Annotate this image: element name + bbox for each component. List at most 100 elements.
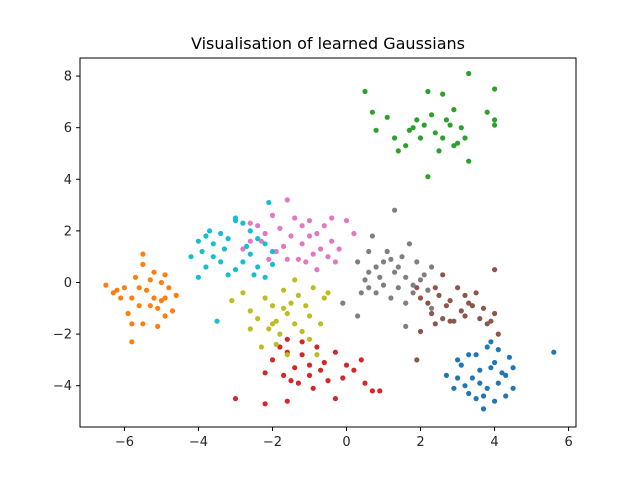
data-point: [277, 344, 283, 350]
data-point: [451, 318, 457, 324]
data-point: [436, 148, 442, 154]
data-point: [469, 303, 475, 309]
data-point: [477, 380, 483, 386]
data-point: [151, 269, 157, 275]
data-point: [358, 357, 364, 363]
data-point: [240, 246, 246, 252]
data-point: [284, 310, 290, 317]
data-point: [495, 331, 501, 337]
data-point: [247, 251, 253, 257]
data-point: [351, 367, 357, 373]
data-point: [469, 375, 475, 381]
data-point: [429, 310, 435, 317]
data-point: [484, 344, 490, 350]
series-1: [103, 251, 179, 345]
data-point: [392, 135, 398, 141]
data-point: [284, 256, 290, 262]
data-point: [321, 295, 327, 301]
data-point: [425, 287, 431, 293]
data-point: [262, 274, 268, 280]
data-point: [366, 269, 372, 275]
data-point: [480, 305, 487, 311]
data-point: [129, 295, 135, 301]
data-point: [255, 236, 261, 242]
data-point: [440, 91, 446, 97]
data-point: [255, 223, 261, 229]
y-tick-label: −4: [53, 379, 72, 394]
data-point: [477, 367, 483, 373]
chart-title: Visualisation of learned Gaussians: [191, 34, 465, 53]
data-point: [414, 357, 420, 363]
data-point: [458, 308, 464, 314]
x-tick-label: 0: [342, 435, 350, 450]
data-point: [121, 285, 127, 291]
data-point: [399, 254, 405, 260]
data-point: [140, 251, 146, 257]
data-point: [306, 336, 313, 342]
data-point: [262, 401, 268, 407]
data-point: [277, 225, 283, 231]
data-point: [436, 292, 442, 298]
data-point: [403, 300, 409, 306]
data-point: [158, 279, 164, 286]
data-point: [414, 117, 420, 123]
series-6: [240, 197, 357, 273]
data-point: [295, 292, 301, 298]
data-point: [484, 385, 490, 391]
data-point: [499, 370, 505, 376]
data-point: [295, 380, 301, 386]
series-7: [229, 277, 331, 358]
data-point: [140, 321, 146, 327]
data-point: [425, 88, 431, 95]
data-point: [340, 300, 346, 306]
data-point: [358, 290, 364, 296]
data-point: [314, 267, 320, 273]
data-point: [247, 228, 253, 234]
data-point: [218, 259, 224, 265]
data-point: [329, 238, 335, 244]
data-point: [351, 230, 357, 237]
data-point: [406, 127, 412, 133]
data-point: [332, 349, 338, 355]
data-point: [266, 256, 272, 262]
data-point: [262, 241, 268, 247]
data-point: [240, 259, 246, 265]
data-point: [210, 254, 216, 260]
data-point: [466, 352, 472, 358]
data-point: [288, 233, 294, 239]
data-point: [306, 362, 313, 368]
data-point: [492, 310, 498, 317]
data-point: [414, 259, 420, 265]
data-point: [503, 372, 509, 378]
data-point: [392, 269, 398, 275]
data-point: [380, 282, 387, 288]
data-point: [247, 326, 253, 332]
data-point: [132, 274, 139, 280]
data-point: [266, 326, 272, 332]
data-point: [162, 272, 168, 278]
data-point: [218, 230, 224, 237]
data-point: [166, 285, 172, 291]
data-point: [318, 367, 324, 373]
data-point: [232, 267, 239, 273]
data-point: [266, 199, 272, 206]
data-point: [203, 264, 209, 270]
data-point: [388, 256, 394, 262]
data-point: [114, 287, 120, 293]
data-point: [292, 365, 298, 371]
data-point: [281, 287, 287, 293]
data-point: [232, 396, 239, 402]
series-0: [443, 339, 557, 412]
data-point: [455, 285, 461, 291]
data-point: [417, 135, 424, 141]
data-point: [173, 292, 179, 298]
data-point: [306, 233, 313, 239]
data-point: [158, 298, 164, 304]
data-point: [462, 383, 468, 389]
x-tick-label: 6: [564, 435, 572, 450]
data-point: [343, 362, 350, 368]
data-point: [225, 272, 231, 278]
data-point: [251, 272, 257, 278]
data-point: [288, 378, 294, 384]
